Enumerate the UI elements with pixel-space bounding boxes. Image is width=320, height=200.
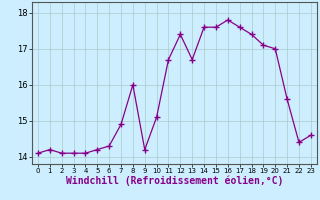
- X-axis label: Windchill (Refroidissement éolien,°C): Windchill (Refroidissement éolien,°C): [66, 176, 283, 186]
